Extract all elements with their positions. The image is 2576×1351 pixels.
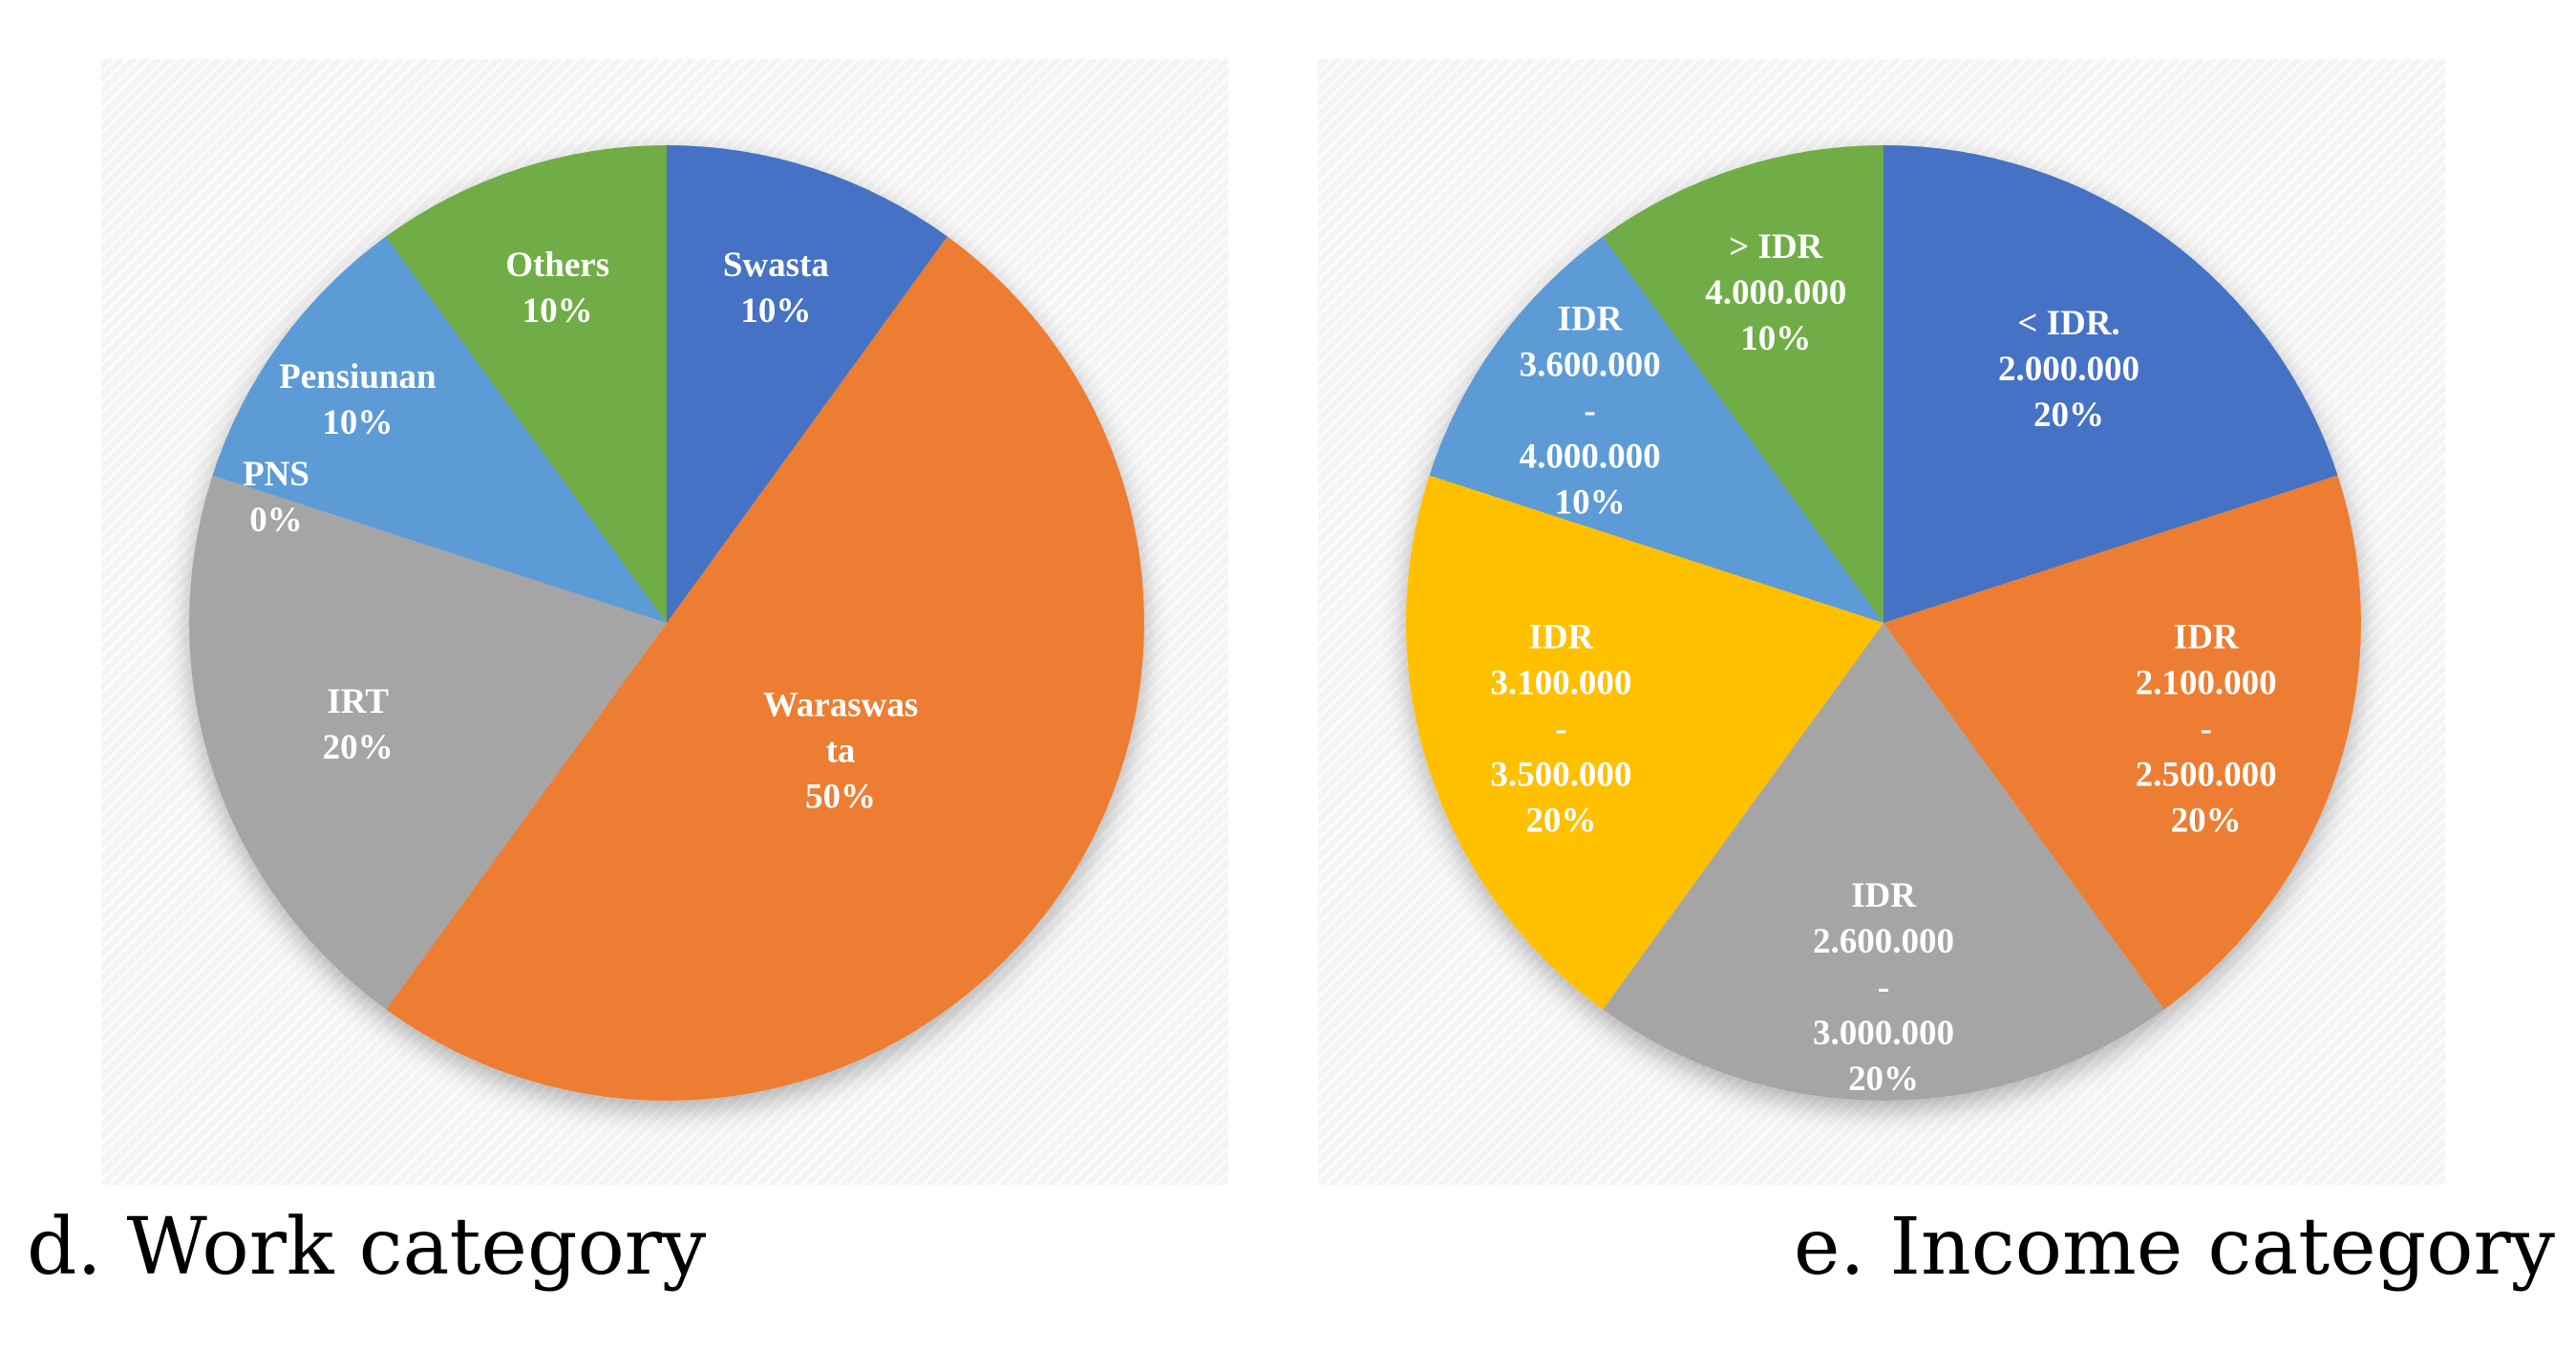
work-chart-caption: d. Work category [27, 1202, 707, 1293]
work-label-pensiunan-10: Pensiunan 10% [279, 357, 436, 442]
income-label-idr-4-000-000-10: > IDR 4.000.000 10% [1705, 227, 1846, 358]
work-label-irt-20: IRT 20% [323, 682, 394, 767]
work-chart-panel: Swasta 10% Waraswas ta 50% IRT 20% PNS 0% Pensiun… [101, 59, 1228, 1185]
income-label-idr-3-600-000-4-000-000-10: IDR 3.600.000 -4.000.000 10% [1520, 300, 1661, 523]
work-label-others-10: Others 10% [505, 246, 609, 331]
work-label-pns-0: PNS 0% [243, 455, 309, 540]
income-label-idr-3-100-000-3-500-000-20: IDR 3.100.000 -3.500.000 20% [1490, 618, 1631, 841]
work-slice-swasta-10 [667, 145, 947, 623]
income-label-idr-2-000-000-20: < IDR. 2.000.000 20% [1998, 304, 2140, 435]
income-pie-chart: < IDR. 2.000.000 20% IDR 2.100.000 -2.500.000… [1406, 145, 2361, 1102]
work-slice-others-10 [386, 145, 667, 623]
income-label-idr-2-100-000-2-500-000-20: IDR 2.100.000 -2.500.000 20% [2136, 618, 2277, 841]
work-slice-irt-20 [189, 475, 667, 1010]
income-slice-idr-2-600-000-3-000-000-20 [1603, 623, 2164, 1102]
income-slice-idr-2-000-000-20 [1884, 145, 2338, 623]
income-label-idr-2-600-000-3-000-000-20: IDR 2.600.000 -3.000.000 20% [1813, 876, 1954, 1099]
work-pie-chart: Swasta 10% Waraswas ta 50% IRT 20% PNS 0% Pensiun… [189, 145, 1144, 1101]
work-slice-waraswas-ta-50 [386, 236, 1144, 1101]
income-slice-idr-3-100-000-3-500-000-20 [1406, 475, 1884, 1010]
work-slice-pensiunan-10 [212, 236, 667, 623]
work-label-waraswas-ta-50: Waraswas ta 50% [763, 685, 918, 816]
income-chart-panel: < IDR. 2.000.000 20% IDR 2.100.000 -2.500.000… [1318, 59, 2445, 1185]
work-label-swasta-10: Swasta 10% [723, 246, 829, 331]
income-slice-idr-3-600-000-4-000-000-10 [1429, 236, 1884, 623]
income-slice-idr-4-000-000-10 [1603, 145, 1884, 623]
income-slice-idr-2-100-000-2-500-000-20 [1884, 475, 2361, 1010]
income-chart-caption: e. Income category [1793, 1202, 2555, 1293]
